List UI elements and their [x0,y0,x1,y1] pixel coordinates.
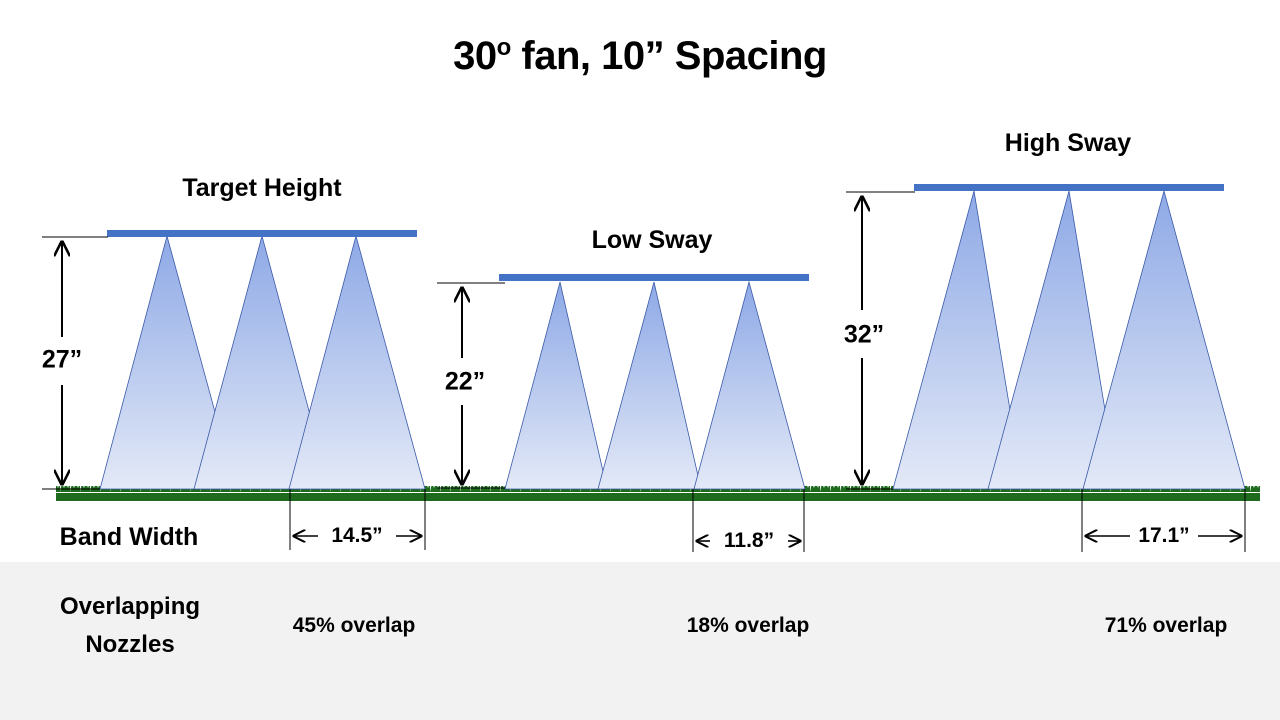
overlap-low-sway: 18% overlap [686,614,810,637]
section-label-target-height: Target Height [182,174,342,202]
spray-fan [288,234,426,490]
section-label-high-sway: High Sway [1004,129,1132,157]
spray-fan [892,190,1024,490]
boom-bar [914,184,1224,191]
spray-fan [1082,189,1246,490]
section-high-sway [846,184,1246,552]
spray-fan [987,190,1119,490]
section-low-sway [437,274,809,552]
height-label-target: 27” [41,343,83,377]
overlap-high-sway: 71% overlap [1104,614,1228,637]
overlap-target: 45% overlap [292,614,416,637]
height-label-low-sway: 22” [444,365,486,399]
grass-ground [56,486,1260,501]
spray-fan [504,281,608,490]
spray-fan [193,234,331,490]
band-width-high-sway: 17.1” [1134,524,1194,548]
spray-fan [693,280,806,490]
section-target-height [42,230,426,550]
title-number: 30 [453,34,497,78]
band-width-low-sway: 11.8” [719,529,779,553]
spray-fan [597,281,702,490]
spray-diagram [42,184,1260,552]
boom-bar [499,274,809,281]
overlap-label-line2: Nozzles [85,631,175,658]
band-width-target: 14.5” [327,524,387,548]
overlap-label-line1: Overlapping [59,593,201,620]
diagram-title: 30o fan, 10” Spacing [0,34,1280,79]
band-width-row-label: Band Width [59,523,199,551]
title-text: fan, 10” Spacing [510,34,827,78]
overlap-row-background [0,562,1280,720]
boom-bar [107,230,417,237]
degree-superscript: o [496,34,512,61]
height-label-high-sway: 32” [843,318,885,352]
spray-fan [99,234,237,490]
overlapping-nozzles-label: Overlapping Nozzles [30,588,230,664]
section-label-low-sway: Low Sway [591,226,713,254]
